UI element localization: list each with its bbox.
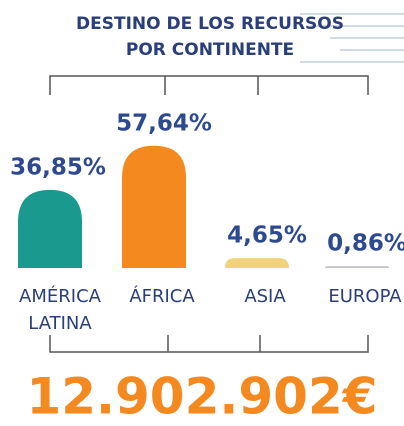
chart-title: POR CONTINENTE: [126, 40, 294, 60]
bar: [18, 189, 82, 268]
value-label: 4,65%: [227, 223, 307, 249]
value-label: 0,86%: [327, 231, 404, 257]
value-label: 36,85%: [10, 154, 106, 180]
bar: [122, 145, 186, 268]
bar: [325, 266, 389, 268]
chart-title: DESTINO DE LOS RECURSOS: [76, 14, 344, 34]
bar: [225, 258, 289, 268]
category-label: ÁFRICA: [129, 285, 195, 307]
category-label: EUROPA: [328, 286, 402, 307]
category-label: AMÉRICA LATINA: [19, 285, 102, 334]
bracket: [49, 75, 369, 95]
decoration: [300, 13, 404, 63]
value-label: 57,64%: [116, 110, 212, 136]
total: 12.902.902€: [26, 368, 377, 426]
bracket: [49, 335, 369, 353]
category-label: ASIA: [244, 286, 286, 307]
